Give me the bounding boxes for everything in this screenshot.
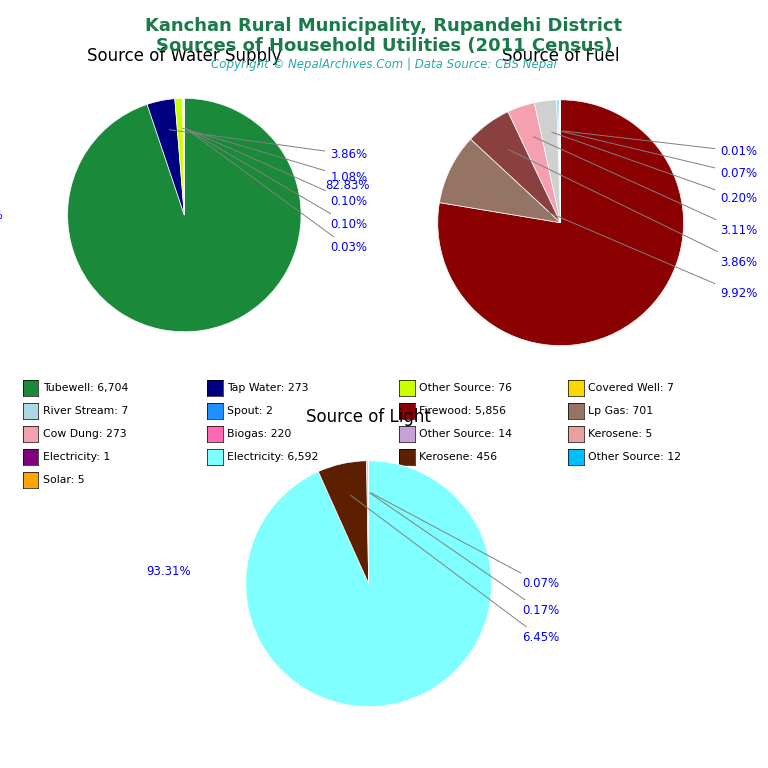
Text: Firewood: 5,856: Firewood: 5,856 bbox=[419, 406, 506, 416]
Text: River Stream: 7: River Stream: 7 bbox=[43, 406, 128, 416]
Text: 93.31%: 93.31% bbox=[146, 565, 190, 578]
Title: Source of Fuel: Source of Fuel bbox=[502, 47, 619, 65]
Wedge shape bbox=[557, 100, 561, 223]
Text: Solar: 5: Solar: 5 bbox=[43, 475, 84, 485]
Text: 6.45%: 6.45% bbox=[351, 495, 560, 644]
Text: Kerosene: 456: Kerosene: 456 bbox=[419, 452, 498, 462]
Text: 0.07%: 0.07% bbox=[371, 493, 559, 590]
Wedge shape bbox=[559, 100, 561, 223]
Text: 82.83%: 82.83% bbox=[326, 180, 370, 192]
Wedge shape bbox=[246, 461, 492, 707]
Text: Kerosene: 5: Kerosene: 5 bbox=[588, 429, 653, 439]
Text: Tubewell: 6,704: Tubewell: 6,704 bbox=[43, 382, 128, 393]
Text: Other Source: 14: Other Source: 14 bbox=[419, 429, 512, 439]
Text: Cow Dung: 273: Cow Dung: 273 bbox=[43, 429, 127, 439]
Wedge shape bbox=[535, 100, 561, 223]
Wedge shape bbox=[508, 103, 561, 223]
Wedge shape bbox=[318, 461, 369, 584]
Wedge shape bbox=[175, 98, 184, 215]
Text: 9.92%: 9.92% bbox=[481, 184, 758, 300]
Text: 3.86%: 3.86% bbox=[508, 150, 757, 269]
Text: 3.86%: 3.86% bbox=[170, 130, 367, 161]
Text: 0.10%: 0.10% bbox=[186, 128, 367, 207]
Text: Biogas: 220: Biogas: 220 bbox=[227, 429, 292, 439]
Text: Lp Gas: 701: Lp Gas: 701 bbox=[588, 406, 654, 416]
Text: 1.08%: 1.08% bbox=[183, 128, 367, 184]
Text: 94.84%: 94.84% bbox=[0, 209, 3, 221]
Text: Spout: 2: Spout: 2 bbox=[227, 406, 273, 416]
Text: 0.20%: 0.20% bbox=[552, 132, 757, 204]
Text: 0.01%: 0.01% bbox=[563, 131, 757, 158]
Wedge shape bbox=[471, 111, 561, 223]
Wedge shape bbox=[558, 100, 561, 223]
Text: 0.03%: 0.03% bbox=[187, 129, 367, 254]
Wedge shape bbox=[366, 461, 369, 584]
Title: Source of Water Supply: Source of Water Supply bbox=[87, 47, 282, 65]
Text: Covered Well: 7: Covered Well: 7 bbox=[588, 382, 674, 393]
Text: Copyright © NepalArchives.Com | Data Source: CBS Nepal: Copyright © NepalArchives.Com | Data Sou… bbox=[211, 58, 557, 71]
Title: Source of Light: Source of Light bbox=[306, 408, 431, 425]
Text: Electricity: 1: Electricity: 1 bbox=[43, 452, 111, 462]
Wedge shape bbox=[439, 139, 561, 223]
Text: 0.07%: 0.07% bbox=[561, 131, 757, 180]
Text: Tap Water: 273: Tap Water: 273 bbox=[227, 382, 309, 393]
Text: 0.17%: 0.17% bbox=[370, 493, 560, 617]
Wedge shape bbox=[147, 99, 184, 215]
Wedge shape bbox=[438, 100, 684, 346]
Text: Sources of Household Utilities (2011 Census): Sources of Household Utilities (2011 Cen… bbox=[156, 37, 612, 55]
Text: 3.11%: 3.11% bbox=[533, 137, 758, 237]
Text: Other Source: 76: Other Source: 76 bbox=[419, 382, 512, 393]
Text: Other Source: 12: Other Source: 12 bbox=[588, 452, 681, 462]
Text: Kanchan Rural Municipality, Rupandehi District: Kanchan Rural Municipality, Rupandehi Di… bbox=[145, 17, 623, 35]
Wedge shape bbox=[68, 98, 301, 332]
Text: Electricity: 6,592: Electricity: 6,592 bbox=[227, 452, 319, 462]
Text: 0.10%: 0.10% bbox=[187, 129, 367, 231]
Wedge shape bbox=[183, 98, 184, 215]
